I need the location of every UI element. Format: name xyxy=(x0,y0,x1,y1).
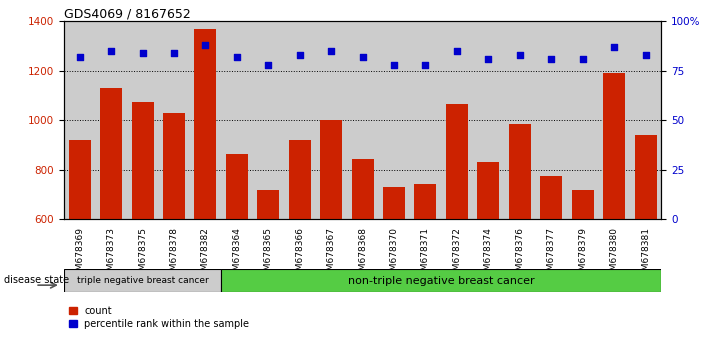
Bar xyxy=(320,120,342,354)
Text: GDS4069 / 8167652: GDS4069 / 8167652 xyxy=(64,7,191,20)
Bar xyxy=(410,21,442,219)
Text: triple negative breast cancer: triple negative breast cancer xyxy=(77,276,208,285)
Bar xyxy=(540,176,562,354)
Bar xyxy=(316,21,347,219)
Bar xyxy=(378,21,410,219)
Bar xyxy=(190,21,221,219)
Bar xyxy=(630,21,661,219)
Bar xyxy=(509,124,531,354)
Point xyxy=(74,54,85,60)
Bar xyxy=(572,190,594,354)
Point xyxy=(514,52,525,58)
Point xyxy=(105,48,117,54)
Point xyxy=(231,54,242,60)
Bar xyxy=(603,73,625,354)
Point xyxy=(326,48,337,54)
Bar xyxy=(473,21,504,219)
Point xyxy=(609,44,620,50)
Bar xyxy=(221,21,252,219)
Bar xyxy=(252,21,284,219)
Bar xyxy=(95,21,127,219)
Point xyxy=(262,62,274,68)
Bar xyxy=(446,104,468,354)
Bar xyxy=(284,21,316,219)
Bar xyxy=(163,113,185,354)
Text: disease state: disease state xyxy=(4,275,69,285)
Point xyxy=(169,50,180,56)
Point xyxy=(357,54,368,60)
Point xyxy=(137,50,149,56)
Bar xyxy=(504,21,535,219)
Point xyxy=(200,42,211,48)
Text: non-triple negative breast cancer: non-triple negative breast cancer xyxy=(348,275,535,286)
Point xyxy=(483,56,494,62)
Point xyxy=(451,48,463,54)
Bar xyxy=(64,21,95,219)
Point xyxy=(577,56,588,62)
Bar xyxy=(383,187,405,354)
Bar xyxy=(599,21,630,219)
Bar xyxy=(159,21,190,219)
Bar xyxy=(289,140,311,354)
Bar xyxy=(535,21,567,219)
Bar xyxy=(64,269,221,292)
Bar xyxy=(347,21,378,219)
Point xyxy=(419,62,431,68)
Bar xyxy=(257,190,279,354)
Bar xyxy=(194,29,216,354)
Bar xyxy=(567,21,599,219)
Point xyxy=(388,62,400,68)
Bar xyxy=(442,21,473,219)
Bar xyxy=(100,88,122,354)
Point xyxy=(294,52,306,58)
Point xyxy=(545,56,557,62)
Bar xyxy=(69,140,91,354)
Bar xyxy=(634,135,656,354)
Bar xyxy=(132,102,154,354)
Bar xyxy=(415,183,437,354)
Bar xyxy=(127,21,159,219)
Legend: count, percentile rank within the sample: count, percentile rank within the sample xyxy=(69,306,250,329)
Point xyxy=(640,52,651,58)
Bar xyxy=(477,162,499,354)
Bar xyxy=(221,269,661,292)
Bar xyxy=(352,159,373,354)
Bar xyxy=(226,154,248,354)
